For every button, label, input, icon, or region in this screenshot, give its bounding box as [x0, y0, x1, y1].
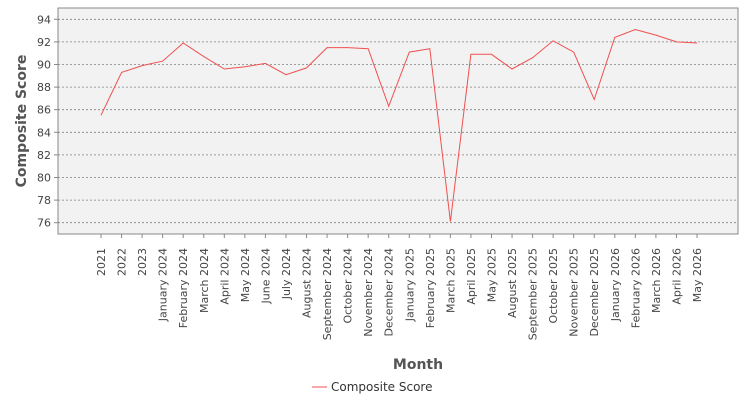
- data-point: [655, 34, 657, 36]
- x-tick-label: March 2024: [198, 248, 211, 313]
- x-tick-label: August 2024: [301, 248, 314, 318]
- data-point: [141, 64, 143, 66]
- x-tick-label: March 2026: [650, 248, 663, 313]
- x-tick-label: September 2025: [527, 248, 540, 340]
- x-tick-label: May 2024: [239, 248, 252, 302]
- data-point: [614, 36, 616, 38]
- x-tick-label: September 2024: [321, 248, 334, 340]
- data-point: [305, 67, 307, 69]
- x-tick-label: 2022: [116, 248, 129, 276]
- data-point: [696, 42, 698, 44]
- data-point: [490, 53, 492, 55]
- data-point: [326, 46, 328, 48]
- x-tick-label: August 2025: [506, 248, 519, 318]
- x-tick-label: April 2024: [218, 248, 231, 305]
- data-point: [572, 51, 574, 53]
- y-axis-title: Composite Score: [14, 55, 30, 188]
- x-tick-label: June 2024: [259, 248, 272, 304]
- data-point: [264, 62, 266, 64]
- y-tick-label: 88: [37, 81, 51, 94]
- y-tick-label: 92: [37, 36, 51, 49]
- x-tick-label: 2021: [95, 248, 108, 276]
- x-tick-label: 2023: [136, 248, 149, 276]
- y-axis-ticks: 76 78 80 82 84 86 88 90 92 94: [37, 13, 58, 230]
- data-point: [244, 66, 246, 68]
- y-tick-label: 80: [37, 172, 51, 185]
- x-tick-label: April 2025: [465, 248, 478, 305]
- data-point: [388, 105, 390, 107]
- x-tick-label: October 2024: [342, 248, 355, 324]
- x-tick-label: May 2026: [691, 248, 704, 302]
- data-point: [552, 40, 554, 42]
- x-tick-label: November 2024: [362, 248, 375, 337]
- x-axis-ticks: 2021 2022 2023 January 2024 February 2024 Mar…: [95, 234, 704, 340]
- x-axis-title: Month: [393, 357, 443, 373]
- data-point: [223, 68, 225, 70]
- x-tick-label: January 2025: [403, 248, 416, 322]
- y-tick-label: 82: [37, 149, 51, 162]
- plot-area: [57, 7, 739, 235]
- x-tick-label: February 2025: [424, 248, 437, 328]
- legend: Composite Score: [312, 380, 432, 394]
- y-tick-label: 94: [37, 13, 51, 26]
- y-tick-label: 90: [37, 59, 51, 72]
- y-tick-label: 76: [37, 217, 51, 230]
- y-tick-label: 78: [37, 194, 51, 207]
- data-point: [285, 73, 287, 75]
- data-point: [593, 98, 595, 100]
- data-point: [470, 53, 472, 55]
- x-tick-label: July 2024: [280, 248, 293, 300]
- data-point: [449, 220, 451, 222]
- x-tick-label: February 2024: [177, 248, 190, 328]
- data-point: [182, 42, 184, 44]
- series-layer: [100, 28, 698, 222]
- data-point: [634, 28, 636, 30]
- series-line-composite-score: [100, 28, 698, 222]
- x-tick-label: January 2026: [609, 248, 622, 322]
- data-point: [675, 41, 677, 43]
- data-point: [511, 68, 513, 70]
- data-point: [346, 46, 348, 48]
- data-point: [161, 60, 163, 62]
- x-tick-label: November 2025: [568, 248, 581, 337]
- data-point: [531, 57, 533, 59]
- gridlines: [58, 18, 738, 224]
- data-point: [429, 47, 431, 49]
- legend-label-composite-score: Composite Score: [331, 380, 432, 394]
- x-tick-label: April 2026: [670, 248, 683, 305]
- data-point: [367, 47, 369, 49]
- x-tick-label: March 2025: [444, 248, 457, 313]
- x-tick-label: February 2026: [629, 248, 642, 328]
- y-tick-label: 86: [37, 104, 51, 117]
- y-tick-label: 84: [37, 126, 51, 139]
- data-point: [100, 114, 102, 116]
- data-point: [203, 55, 205, 57]
- x-tick-label: October 2025: [547, 248, 560, 324]
- x-tick-label: December 2024: [383, 248, 396, 337]
- x-tick-label: May 2025: [485, 248, 498, 302]
- data-point: [408, 51, 410, 53]
- data-point: [120, 71, 122, 73]
- x-tick-label: December 2025: [588, 248, 601, 337]
- x-tick-label: January 2024: [157, 248, 170, 322]
